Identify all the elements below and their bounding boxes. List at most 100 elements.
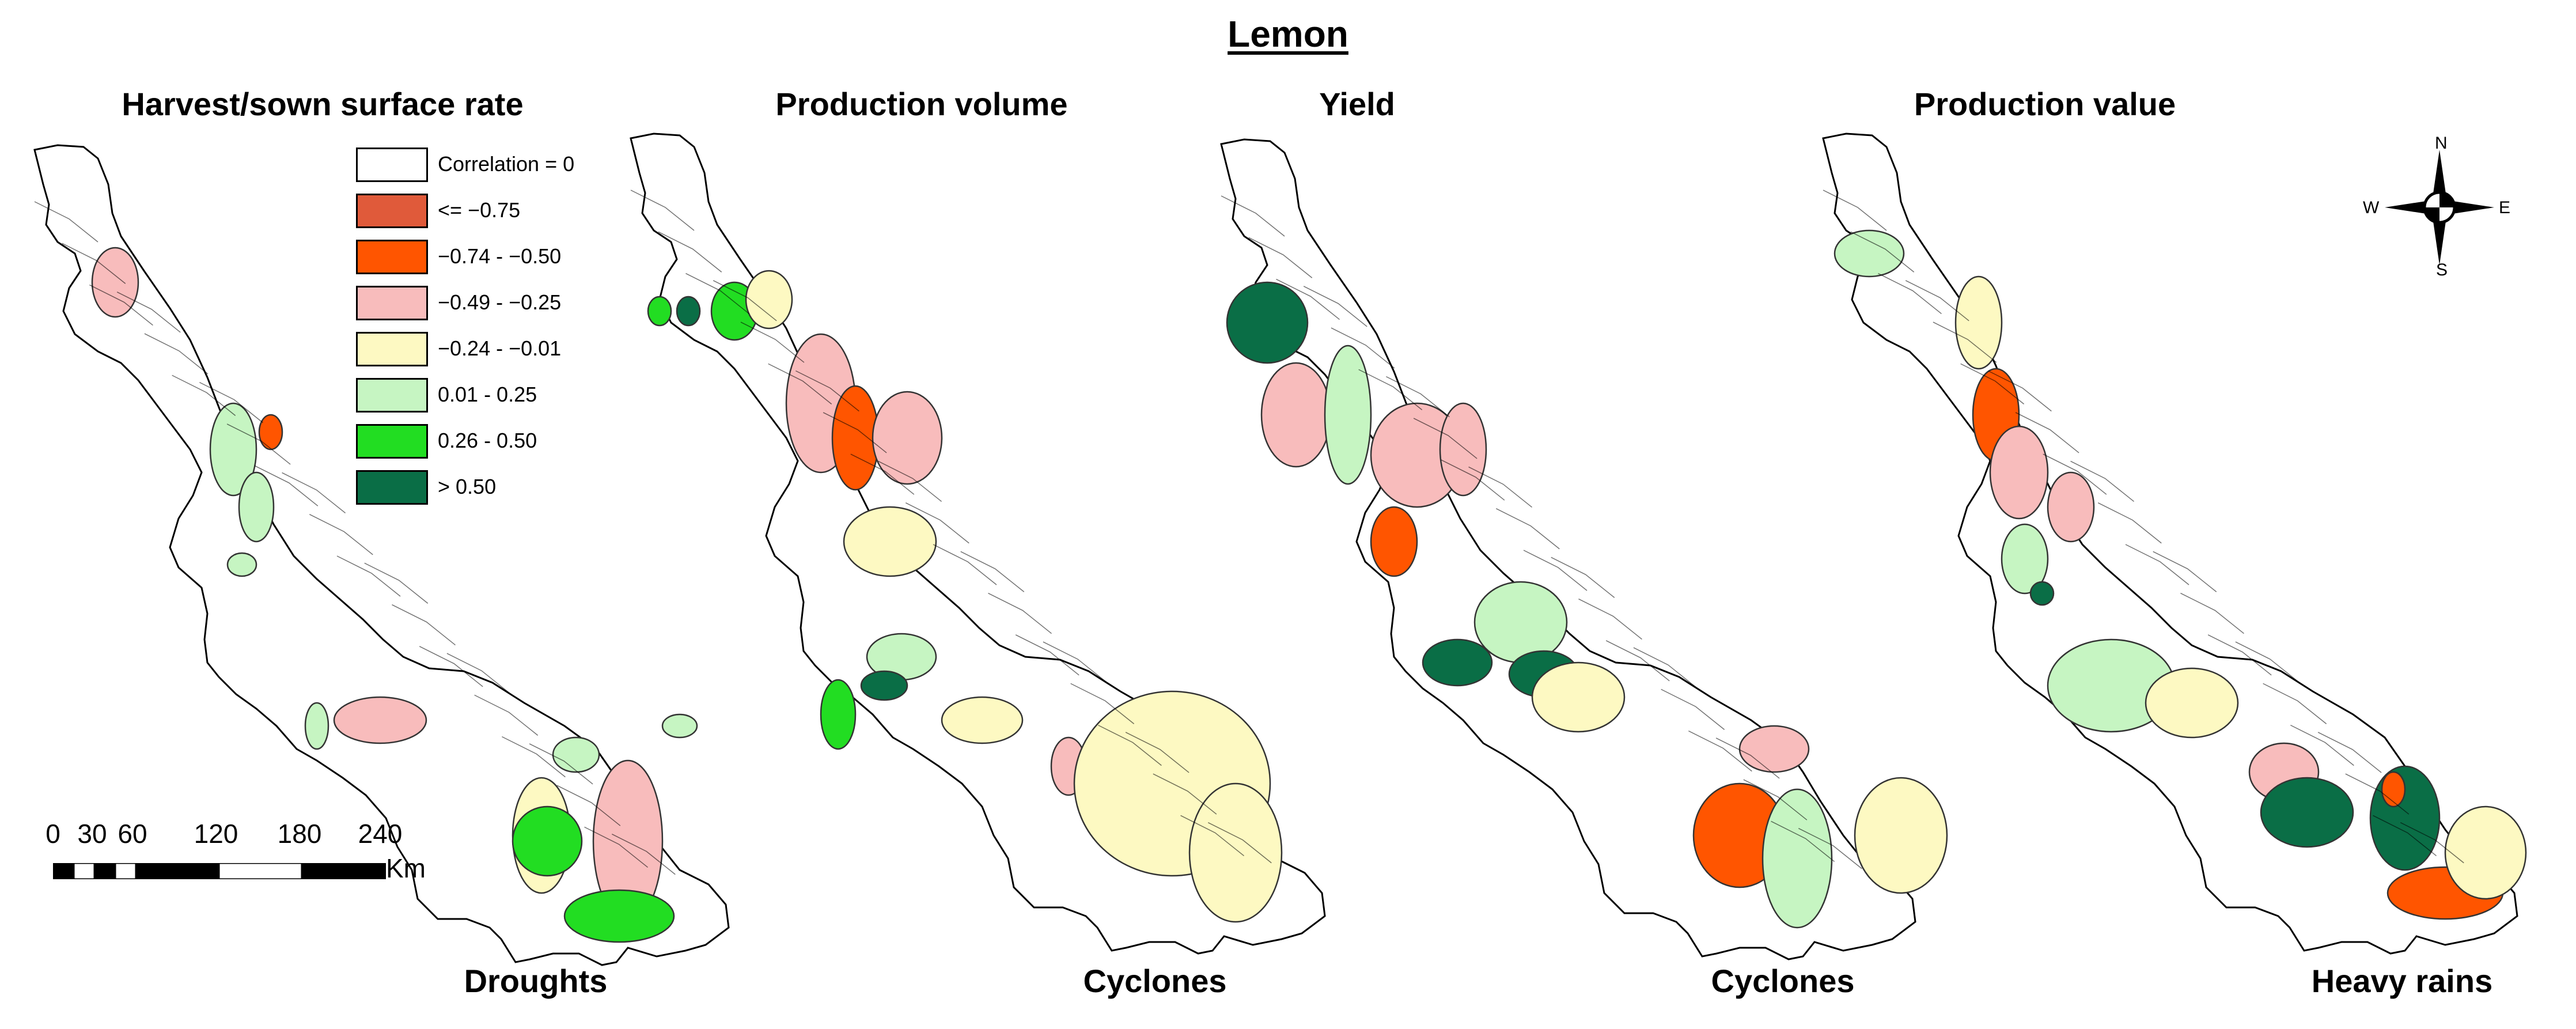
municipality-boundary — [1633, 647, 1698, 688]
municipality-boundary — [199, 381, 263, 423]
municipality-boundary — [2400, 822, 2464, 864]
municipality-boundary — [1153, 773, 1217, 815]
panel-title-production-volume: Production volume — [775, 86, 1068, 122]
municipality-boundary — [1771, 820, 1835, 862]
compass-east: E — [2499, 198, 2511, 217]
municipality-boundary — [1180, 815, 1245, 857]
scale-unit: Km — [386, 853, 426, 883]
panel-caption-cyclones-2: Cyclones — [1711, 963, 1855, 999]
panel-title-harvest: Harvest/sown surface rate — [122, 86, 524, 122]
municipality-boundary — [630, 190, 695, 231]
municipality-boundary — [62, 243, 126, 284]
municipality-region — [1954, 275, 2003, 370]
municipality-boundary — [988, 592, 1052, 634]
municipality-boundary — [2070, 460, 2135, 502]
legend-label: −0.74 - −0.50 — [438, 244, 562, 268]
municipality-boundary — [1988, 370, 2052, 412]
municipality-region — [2444, 805, 2527, 900]
municipality-region — [333, 696, 427, 744]
compass-icon — [2385, 150, 2494, 265]
legend-swatch — [356, 240, 428, 274]
municipality-boundary — [2317, 732, 2382, 773]
municipality-region — [1738, 725, 1810, 773]
municipality-boundary — [1015, 634, 1079, 676]
municipality-region — [2047, 471, 2095, 543]
municipality-boundary — [2153, 551, 2217, 592]
municipality-region — [1531, 661, 1626, 733]
scale-tick-120: 120 — [194, 819, 238, 849]
municipality-boundary — [1823, 190, 1887, 231]
legend-swatch — [356, 332, 428, 366]
municipality-boundary — [502, 736, 566, 778]
municipality-boundary — [2373, 815, 2437, 857]
panel-caption-droughts: Droughts — [464, 963, 608, 999]
municipality-boundary — [1798, 828, 1862, 869]
municipality-region — [661, 713, 698, 739]
municipality-boundary — [1715, 737, 1780, 779]
municipality-boundary — [584, 826, 649, 868]
municipality-region — [2029, 581, 2055, 606]
municipality-region — [512, 805, 583, 877]
municipality-boundary — [1850, 231, 1915, 273]
municipality-boundary — [1551, 557, 1615, 598]
municipality-boundary — [446, 653, 511, 694]
municipality-region — [91, 247, 139, 318]
municipality-region — [2001, 523, 2049, 595]
municipality-boundary — [172, 374, 236, 416]
legend-label: −0.24 - −0.01 — [438, 336, 562, 360]
municipality-boundary — [89, 284, 153, 326]
municipality-boundary — [2345, 773, 2410, 815]
municipality-boundary — [795, 370, 859, 412]
municipality-boundary — [2015, 412, 2079, 453]
municipality-region — [1370, 506, 1418, 577]
main-title: Lemon — [1228, 13, 1348, 55]
municipality-region — [1439, 402, 1487, 497]
compass-west: W — [2363, 198, 2380, 217]
municipality-boundary — [658, 231, 722, 273]
municipality-boundary — [713, 280, 777, 321]
municipality-boundary — [1933, 321, 1997, 363]
municipality-boundary — [1688, 730, 1752, 772]
municipality-region — [304, 702, 329, 750]
municipality-region — [1422, 638, 1493, 687]
municipality-boundary — [2125, 544, 2189, 585]
legend-swatch — [356, 424, 428, 459]
municipality-region — [820, 679, 857, 750]
municipality-region — [872, 391, 943, 485]
scale-bar-graphic — [53, 863, 386, 879]
municipality-region — [552, 736, 600, 773]
municipality-boundary — [1661, 688, 1725, 730]
municipality-boundary — [740, 321, 805, 363]
municipality-region — [1833, 229, 1905, 278]
legend-swatch — [356, 470, 428, 505]
panel-title-production-value: Production value — [1914, 86, 2176, 122]
municipality-boundary — [474, 694, 539, 736]
municipality-boundary — [1495, 508, 1560, 550]
municipality-boundary — [1098, 724, 1162, 766]
municipality-boundary — [960, 551, 1025, 592]
municipality-boundary — [1743, 779, 1808, 820]
municipality-boundary — [34, 201, 99, 243]
compass-rose: N S E W — [2363, 134, 2511, 279]
legend-swatch — [356, 147, 428, 182]
municipality-region — [647, 296, 672, 327]
municipality-boundary — [254, 465, 319, 506]
municipality-boundary — [144, 333, 209, 374]
legend-label: > 0.50 — [438, 475, 497, 498]
legend-label: 0.26 - 0.50 — [438, 429, 537, 452]
municipality-boundary — [933, 544, 997, 585]
municipality-boundary — [282, 472, 346, 514]
municipality-boundary — [1358, 369, 1423, 410]
municipality-boundary — [392, 604, 456, 646]
municipality-boundary — [1523, 550, 1588, 591]
legend-swatch — [356, 194, 428, 228]
scale-tick-30: 30 — [77, 819, 107, 849]
municipality-boundary — [878, 460, 942, 502]
municipality-boundary — [2263, 683, 2327, 724]
municipality-region — [831, 385, 880, 491]
municipality-region — [2260, 777, 2354, 848]
scale-tick-0: 0 — [46, 819, 60, 849]
municipality-boundary — [226, 423, 291, 465]
panel-caption-cyclones-1: Cyclones — [1083, 963, 1227, 999]
municipality-boundary — [1248, 237, 1313, 278]
